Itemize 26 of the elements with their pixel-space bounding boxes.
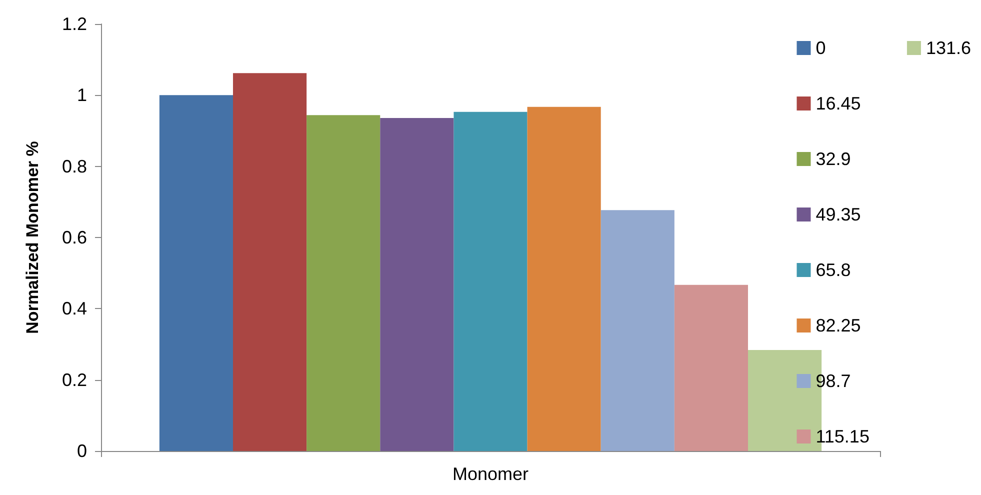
y-tick-label: 0.2 (62, 370, 87, 390)
bar (527, 106, 601, 451)
legend-label: 131.6 (926, 38, 972, 58)
y-tick-label: 0.8 (62, 156, 87, 176)
bar (306, 115, 380, 451)
legend-label: 82.25 (816, 316, 861, 336)
bar (454, 112, 528, 451)
y-tick-label: 0 (76, 441, 87, 461)
y-tick-label: 0.6 (62, 228, 87, 248)
legend-label: 49.35 (816, 204, 861, 224)
bar (232, 73, 307, 451)
bar (380, 118, 454, 451)
bar (600, 210, 674, 451)
legend-label: 98.7 (816, 371, 851, 391)
legend-label: 0 (816, 38, 826, 58)
legend-label: 65.8 (816, 260, 851, 280)
y-axis-title: Normalized Monomer % (23, 141, 42, 334)
y-tick-label: 1.2 (62, 14, 87, 34)
bar (159, 95, 233, 451)
bar (674, 284, 748, 451)
legend-label: 32.9 (816, 149, 851, 169)
x-tick-label: Monomer (452, 464, 529, 484)
legend-label: 16.45 (816, 94, 861, 114)
y-tick-label: 1 (76, 85, 87, 106)
legend-label: 115.15 (816, 426, 870, 446)
y-tick-label: 0.4 (62, 298, 87, 319)
